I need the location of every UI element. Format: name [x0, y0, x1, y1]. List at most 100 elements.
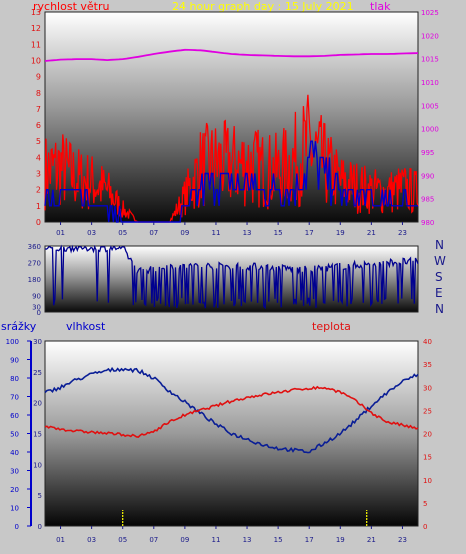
rain-tick-label: 60: [10, 412, 19, 420]
humidity-tick-label: 25: [33, 369, 42, 377]
humidity-tick-label: 10: [33, 461, 42, 469]
humidity-tick-label: 30: [33, 338, 42, 346]
temperature-label: teplota: [312, 320, 351, 333]
wind-xtick-label: 05: [118, 229, 127, 237]
rain-label: srážky: [1, 320, 37, 333]
temperature-tick-label: 20: [423, 431, 432, 439]
wind-tick-label: 5: [36, 137, 41, 146]
temperature-tick-label: 30: [423, 384, 432, 392]
rain-tick-label: 80: [10, 375, 19, 383]
wind-xtick-label: 23: [398, 229, 407, 237]
lower-xtick-label: 01: [56, 536, 65, 544]
direction-tick-label: 30: [32, 304, 41, 312]
lower-xtick-label: 11: [211, 536, 220, 544]
wind-xtick-label: 17: [305, 229, 314, 237]
temperature-line: [44, 385, 419, 438]
compass-w: W: [434, 254, 446, 268]
wind-xtick-label: 15: [274, 229, 283, 237]
wind-xtick-label: 11: [211, 229, 220, 237]
lower-xtick-label: 23: [398, 536, 407, 544]
direction-tick-label: 360: [28, 243, 41, 251]
wind-xtick-label: 03: [87, 229, 96, 237]
lower-xtick-label: 21: [367, 536, 376, 544]
humidity-axis: 0 5 10 15 20 25 30: [33, 338, 42, 531]
wind-tick-label: 12: [31, 24, 41, 33]
humidity-temperature-series: [44, 366, 419, 526]
humidity-tick-label: 15: [33, 431, 42, 439]
temperature-tick-label: 0: [423, 523, 427, 531]
wind-time-axis: 01 03 05 07 09 11 13 15 17 19 21 23: [56, 222, 407, 237]
pressure-tick-label: 1010: [421, 79, 439, 87]
graph-title: 24 hour graph day : 15 July 2021: [172, 0, 354, 13]
pressure-tick-label: 990: [421, 172, 434, 180]
rain-tick-label: 10: [10, 505, 19, 513]
wind-speed-label: rychlost větru: [33, 0, 109, 13]
temperature-tick-label: 40: [423, 338, 432, 346]
pressure-axis: 980 985 990 995 1000 1005 1010 1015 1020 1025: [421, 9, 439, 227]
pressure-tick-label: 1000: [421, 126, 439, 134]
wind-tick-label: 8: [36, 89, 41, 98]
wind-xtick-label: 19: [336, 229, 345, 237]
direction-tick-label: 270: [28, 260, 41, 268]
lower-xtick-label: 07: [149, 536, 158, 544]
lower-time-axis: 01 03 05 07 09 11 13 15 17 19 21 23: [56, 526, 407, 544]
pressure-tick-label: 1005: [421, 102, 439, 110]
pressure-tick-label: 1025: [421, 9, 439, 17]
lower-xtick-label: 15: [274, 536, 283, 544]
wind-tick-label: 10: [31, 56, 41, 65]
rain-tick-label: 40: [10, 449, 19, 457]
wind-tick-label: 11: [31, 40, 41, 49]
humidity-tick-label: 5: [38, 492, 42, 500]
wind-gust-line: [44, 94, 419, 223]
humidity-line: [44, 366, 419, 454]
wind-tick-label: 13: [31, 8, 41, 17]
temperature-tick-label: 5: [423, 500, 427, 508]
rain-tick-label: 50: [10, 431, 19, 439]
wind-pressure-series: [44, 48, 419, 223]
wind-average-line: [44, 140, 418, 223]
wind-tick-label: 1: [36, 202, 41, 211]
wind-tick-label: 2: [36, 186, 41, 195]
temperature-tick-label: 15: [423, 454, 432, 462]
temperature-tick-label: 35: [423, 361, 432, 369]
humidity-label: vlhkost: [66, 320, 106, 333]
pressure-line: [44, 48, 419, 62]
pressure-tick-label: 985: [421, 196, 434, 204]
pressure-tick-label: 1015: [421, 56, 439, 64]
wind-xtick-label: 13: [243, 229, 252, 237]
pressure-tick-label: 980: [421, 219, 434, 227]
rain-tick-label: 100: [6, 338, 19, 346]
pressure-tick-label: 995: [421, 149, 434, 157]
pressure-tick-label: 1020: [421, 32, 439, 40]
temperature-tick-label: 25: [423, 407, 432, 415]
wind-direction-axis: 030 90 180 270 360: [28, 243, 41, 317]
lower-xtick-label: 05: [118, 536, 127, 544]
wind-tick-label: 9: [36, 73, 41, 82]
rain-tick-label: 20: [10, 486, 19, 494]
direction-tick-label: 180: [28, 276, 41, 284]
rain-axis: 0 10 20 30 40 50 60 70 80 90 100: [6, 338, 32, 531]
wind-tick-label: 0: [36, 218, 41, 227]
temperature-tick-label: 10: [423, 477, 432, 485]
wind-xtick-label: 01: [56, 229, 65, 237]
wind-xtick-label: 09: [180, 229, 189, 237]
pressure-label: tlak: [370, 0, 391, 13]
wind-xtick-label: 21: [367, 229, 376, 237]
wind-tick-label: 7: [36, 105, 41, 114]
direction-tick-label: 0: [37, 309, 41, 317]
wind-direction-series: [44, 244, 419, 310]
rain-tick-label: 70: [10, 394, 19, 402]
rain-tick-label: 90: [10, 357, 19, 365]
direction-tick-label: 90: [32, 293, 41, 301]
lower-xtick-label: 13: [243, 536, 252, 544]
humidity-temperature-plot: [44, 340, 419, 527]
humidity-tick-label: 20: [33, 400, 42, 408]
rain-tick-label: 30: [10, 468, 19, 476]
wind-direction-line: [44, 244, 419, 310]
lower-xtick-label: 09: [180, 536, 189, 544]
compass-n-bottom: N: [435, 302, 444, 316]
temperature-axis: 0 5 10 15 20 25 30 35 40: [423, 338, 432, 531]
lower-xtick-label: 19: [336, 536, 345, 544]
